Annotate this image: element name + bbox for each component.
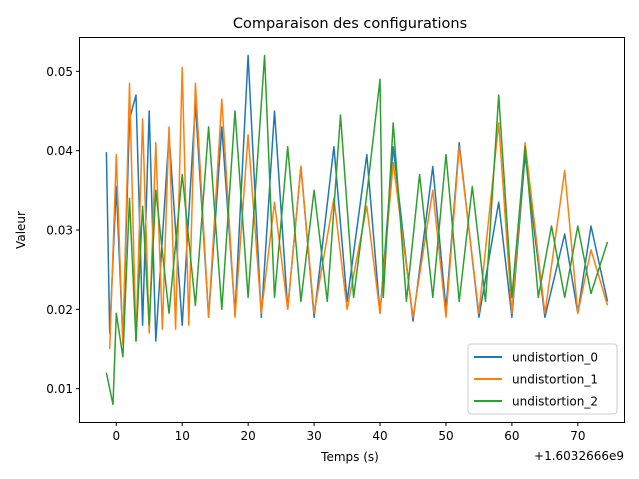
plot-area [105, 54, 609, 406]
x-tick-label: 30 [306, 429, 321, 443]
legend-label-undistortion_2: undistortion_2 [512, 395, 598, 409]
x-axis: 0 10 20 30 40 50 60 70 [112, 422, 585, 443]
y-tick-label: 0.02 [46, 303, 73, 317]
series-line-undistortion_1 [108, 66, 609, 350]
legend-label-undistortion_0: undistortion_0 [512, 351, 598, 365]
y-axis-title: Valeur [14, 211, 28, 249]
x-tick-label: 50 [438, 429, 453, 443]
y-tick-label: 0.04 [46, 144, 73, 158]
x-offset-label: +1.6032666e9 [534, 449, 624, 463]
x-tick-label: 60 [504, 429, 519, 443]
x-tick-label: 40 [372, 429, 387, 443]
legend-label-undistortion_1: undistortion_1 [512, 373, 598, 387]
chart-title: Comparaison des configurations [233, 16, 467, 32]
y-tick-label: 0.03 [46, 224, 73, 238]
x-tick-label: 70 [570, 429, 585, 443]
y-tick-label: 0.05 [46, 65, 73, 79]
legend-box [467, 343, 618, 415]
x-tick-label: 20 [241, 429, 256, 443]
legend: undistortion_0 undistortion_1 undistortion… [467, 343, 618, 415]
y-tick-label: 0.01 [46, 382, 73, 396]
y-axis: 0.01 0.02 0.03 0.04 0.05 [46, 65, 80, 396]
series-line-undistortion_2 [105, 54, 609, 406]
x-tick-label: 0 [112, 429, 120, 443]
x-axis-title: Temps (s) [320, 450, 379, 464]
x-tick-label: 10 [175, 429, 190, 443]
